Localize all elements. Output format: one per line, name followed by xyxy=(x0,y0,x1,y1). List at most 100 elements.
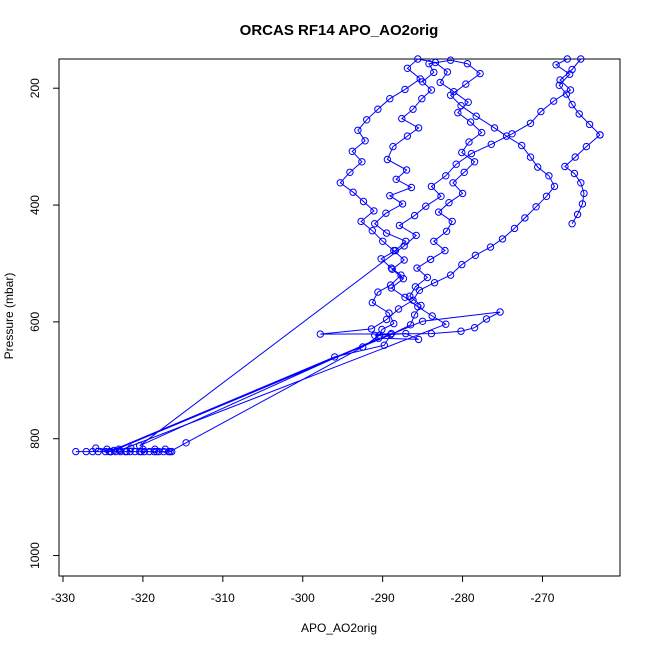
data-point xyxy=(386,331,395,339)
data-point xyxy=(406,292,414,300)
data-point xyxy=(346,168,354,177)
data-point xyxy=(394,305,403,313)
data-point xyxy=(382,209,390,217)
series-line xyxy=(555,58,601,136)
data-point xyxy=(462,80,470,88)
data-point xyxy=(454,109,462,117)
data-point xyxy=(407,183,416,192)
data-point xyxy=(414,303,422,311)
data-point xyxy=(428,312,436,320)
data-point xyxy=(470,158,479,166)
data-point xyxy=(426,255,435,264)
data-point xyxy=(486,243,495,251)
data-point xyxy=(116,446,124,455)
data-point xyxy=(427,329,436,338)
data-point xyxy=(430,237,438,246)
data-point xyxy=(386,192,394,200)
data-point xyxy=(400,256,408,264)
data-point xyxy=(361,137,369,145)
plot-frame xyxy=(58,58,621,577)
series-line xyxy=(109,58,483,453)
y-tick-label: 800 xyxy=(28,428,42,448)
data-point xyxy=(380,341,388,349)
data-point xyxy=(377,255,385,263)
data-point xyxy=(427,86,436,94)
data-point xyxy=(526,153,535,161)
data-point xyxy=(387,329,396,338)
data-point xyxy=(458,260,466,269)
data-point xyxy=(166,447,174,456)
y-axis: 200 400 600 800 1000 xyxy=(28,78,59,569)
data-point xyxy=(496,308,504,316)
data-point xyxy=(374,105,382,113)
data-point xyxy=(550,97,558,105)
data-point xyxy=(490,124,499,132)
data-point xyxy=(401,293,409,301)
data-point xyxy=(436,78,444,87)
data-point xyxy=(476,69,484,78)
data-point xyxy=(562,90,571,98)
data-point xyxy=(349,188,357,196)
data-point xyxy=(463,60,472,68)
data-point xyxy=(358,158,366,166)
data-point xyxy=(418,95,426,103)
data-point xyxy=(441,246,449,255)
data-point xyxy=(518,141,526,150)
x-axis-label: APO_AO2orig xyxy=(301,621,377,635)
data-point xyxy=(336,179,344,187)
data-point xyxy=(126,447,134,456)
data-point xyxy=(389,142,397,151)
data-point xyxy=(423,273,432,282)
data-point xyxy=(573,210,582,219)
data-point xyxy=(123,447,131,456)
x-tick-label: -270 xyxy=(530,591,554,605)
data-point xyxy=(103,445,111,453)
data-point xyxy=(448,217,456,226)
data-point xyxy=(443,68,452,76)
data-point xyxy=(403,64,412,73)
data-point xyxy=(386,281,395,289)
data-point xyxy=(561,162,569,171)
data-point xyxy=(357,217,365,226)
data-point xyxy=(400,242,408,250)
data-point xyxy=(402,166,411,174)
x-tick-label: -330 xyxy=(51,591,75,605)
data-point xyxy=(152,447,161,456)
data-point xyxy=(460,168,468,177)
data-point xyxy=(467,149,476,158)
data-point xyxy=(430,279,439,287)
data-point xyxy=(482,315,491,323)
data-point xyxy=(399,275,408,283)
data-point xyxy=(182,439,190,447)
data-point xyxy=(556,76,564,84)
x-tick-label: -280 xyxy=(451,591,475,605)
data-point xyxy=(542,192,551,201)
data-point xyxy=(417,301,425,310)
data-point xyxy=(552,61,560,69)
data-point xyxy=(386,95,394,103)
data-point xyxy=(566,86,575,94)
data-point xyxy=(331,353,339,361)
data-point xyxy=(555,81,563,90)
x-tick-label: -310 xyxy=(211,591,235,605)
data-point xyxy=(354,126,362,135)
data-point xyxy=(155,447,163,456)
data-point xyxy=(371,220,379,228)
data-point xyxy=(359,197,368,206)
data-point xyxy=(416,75,424,83)
data-point xyxy=(375,334,383,342)
data-point xyxy=(537,107,545,116)
data-point xyxy=(363,116,371,124)
data-point xyxy=(379,237,387,246)
data-point xyxy=(570,169,579,178)
data-point xyxy=(390,319,398,328)
data-point xyxy=(582,142,591,151)
data-point xyxy=(92,444,100,452)
data-point xyxy=(402,329,410,338)
data-point xyxy=(585,120,594,129)
data-point xyxy=(105,447,114,456)
data-point xyxy=(374,288,382,296)
data-point xyxy=(472,112,480,120)
data-point xyxy=(466,118,475,126)
series-3 xyxy=(552,55,604,139)
